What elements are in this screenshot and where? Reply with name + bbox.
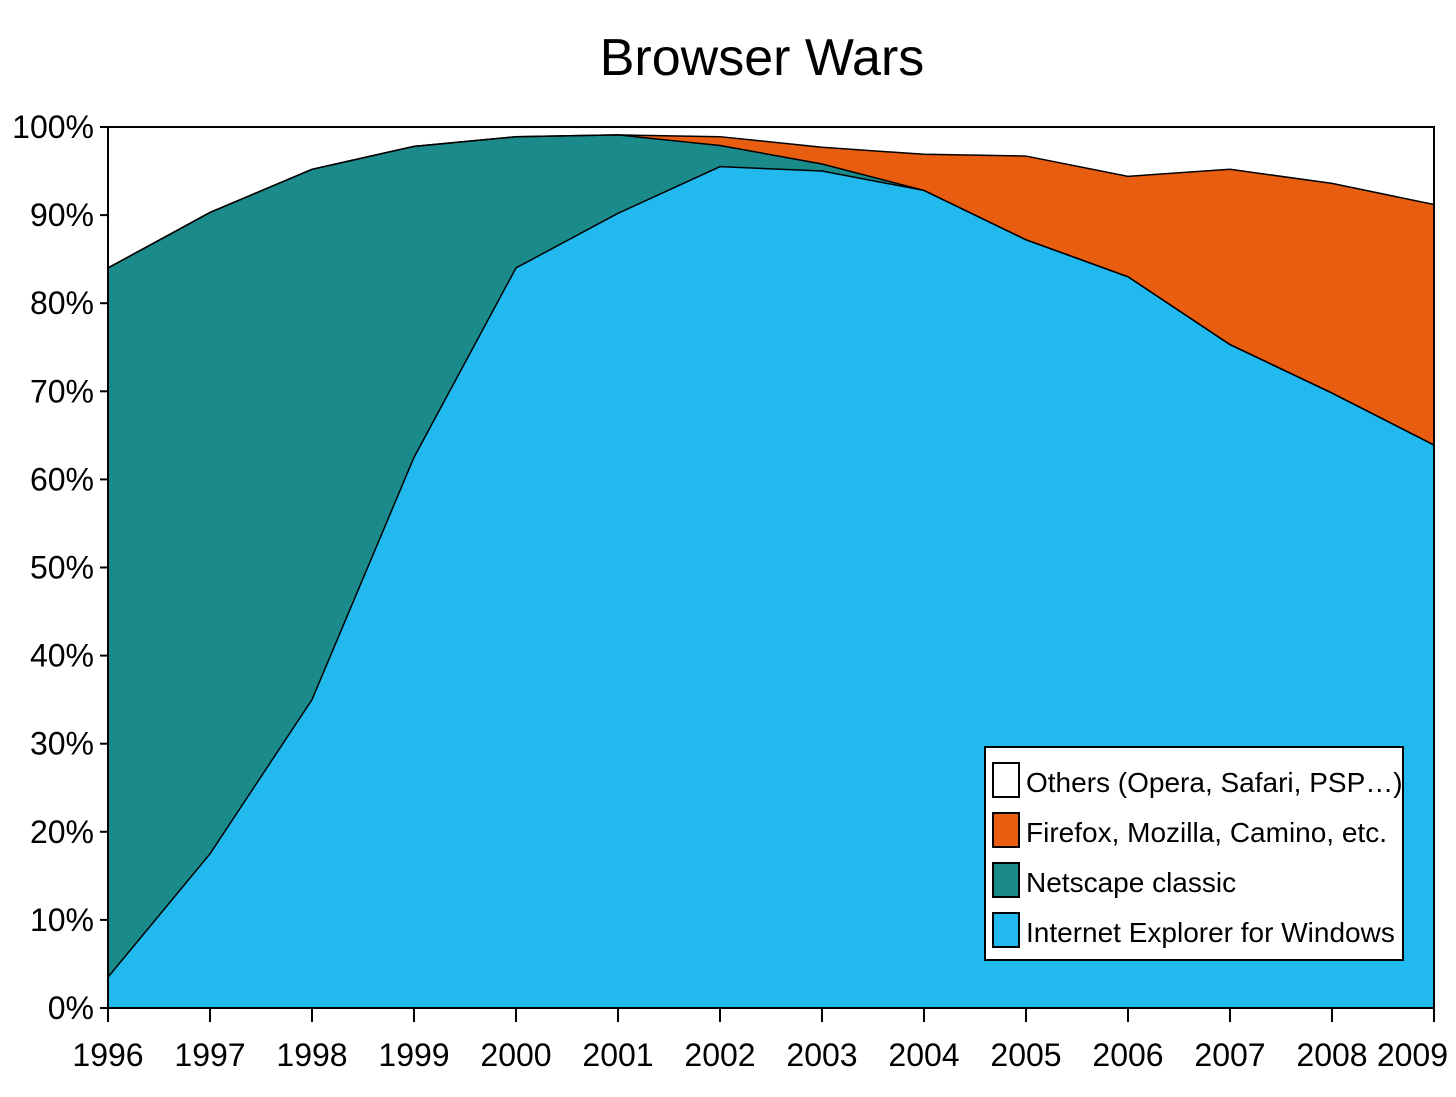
legend-label-firefox-mozilla-camino-etc: Firefox, Mozilla, Camino, etc. xyxy=(1026,817,1387,848)
x-tick-label: 2005 xyxy=(990,1037,1061,1073)
y-tick-label: 30% xyxy=(30,726,94,762)
legend-swatch-others-opera-safari-psp xyxy=(992,762,1020,798)
y-tick-label: 100% xyxy=(12,109,94,145)
legend-swatch-internet-explorer-for-windows xyxy=(992,912,1020,948)
y-tick-label: 0% xyxy=(48,990,94,1026)
y-tick-label: 40% xyxy=(30,638,94,674)
x-tick-label: 1998 xyxy=(276,1037,347,1073)
legend-label-others-opera-safari-psp: Others (Opera, Safari, PSP…) xyxy=(1026,767,1403,798)
x-tick-label: 1996 xyxy=(72,1037,143,1073)
legend-label-netscape-classic: Netscape classic xyxy=(1026,867,1236,898)
x-tick-label: 2008 xyxy=(1296,1037,1367,1073)
y-tick-label: 70% xyxy=(30,373,94,409)
x-tick-label: 2006 xyxy=(1092,1037,1163,1073)
y-tick-label: 10% xyxy=(30,902,94,938)
y-tick-label: 50% xyxy=(30,550,94,586)
x-axis: 1996 1997 1998 1999 2000 2001 2002 2003 2004 2005… xyxy=(72,1008,1448,1073)
x-tick-label: 2000 xyxy=(480,1037,551,1073)
y-tick-label: 60% xyxy=(30,461,94,497)
area-firefox-mozilla-camino-etc xyxy=(108,134,1434,446)
x-tick-label: 1999 xyxy=(378,1037,449,1073)
area-others-opera-safari-psp xyxy=(108,127,1434,268)
legend: Others (Opera, Safari, PSP…) Firefox, Moz… xyxy=(984,746,1404,961)
x-tick-label: 1997 xyxy=(174,1037,245,1073)
x-tick-label: 2003 xyxy=(786,1037,857,1073)
y-tick-label: 80% xyxy=(30,285,94,321)
legend-label-internet-explorer-for-windows: Internet Explorer for Windows xyxy=(1026,917,1395,948)
y-tick-label: 20% xyxy=(30,814,94,850)
x-tick-label: 2007 xyxy=(1194,1037,1265,1073)
boundary-line-firefox-mozilla-camino-etc xyxy=(107,134,1435,269)
series-boundary-lines xyxy=(107,134,1435,978)
y-tick-label: 90% xyxy=(30,197,94,233)
x-tick-label: 2009 xyxy=(1377,1037,1448,1073)
legend-swatch-netscape-classic xyxy=(992,862,1020,898)
area-netscape-classic xyxy=(108,134,1434,978)
chart-title: Browser Wars xyxy=(600,29,925,87)
legend-swatch-firefox-mozilla-camino-etc xyxy=(992,812,1020,848)
x-tick-label: 2002 xyxy=(684,1037,755,1073)
y-axis: 0% 10% 20% 30% 40% 50% 60% 70% 80% 90% 100% xyxy=(12,109,108,1026)
x-tick-label: 2001 xyxy=(582,1037,653,1073)
x-tick-label: 2004 xyxy=(888,1037,959,1073)
legend-box xyxy=(984,746,1404,961)
